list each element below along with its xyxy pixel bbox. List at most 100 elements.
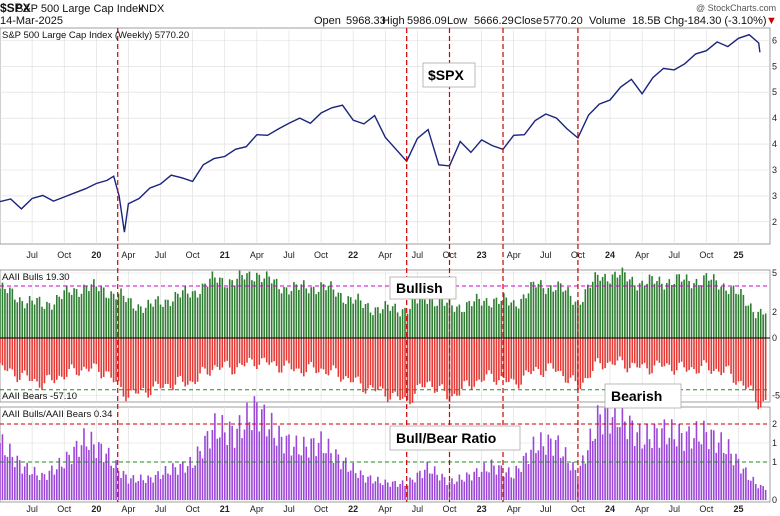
ratio-bar	[305, 446, 308, 500]
ratio-bar	[270, 412, 273, 500]
y-tick-label: 5	[772, 87, 777, 97]
bears-bar	[468, 338, 471, 387]
ratio-bar	[369, 475, 372, 500]
bulls-bar	[349, 297, 352, 338]
bears-bar	[219, 338, 221, 370]
bears-bar	[465, 338, 468, 381]
bears-bar	[520, 338, 522, 385]
ratio-bar	[596, 405, 599, 500]
bears-bar	[115, 338, 117, 382]
ratio-bar	[628, 415, 631, 500]
bears-bar	[23, 338, 26, 371]
ratio-bar	[587, 450, 589, 500]
y-tick-label: 2	[772, 217, 777, 227]
bears-bar	[735, 338, 737, 385]
ratio-bar	[43, 474, 46, 500]
bulls-bar	[453, 311, 456, 338]
bulls-bar	[65, 285, 68, 338]
bulls-bar	[283, 286, 285, 338]
bears-bar	[488, 338, 490, 371]
ratio-bar	[9, 443, 11, 500]
ratio-bar	[673, 439, 676, 500]
ratio-bar	[631, 420, 634, 500]
bulls-bar	[680, 281, 683, 338]
bears-bar	[419, 338, 421, 384]
ratio-bar	[754, 484, 757, 500]
ratio-bar	[537, 450, 540, 500]
bulls-bar	[673, 284, 676, 338]
bears-bar	[754, 338, 757, 402]
bears-bar	[436, 338, 438, 392]
ratio-bar	[206, 431, 209, 500]
bulls-bar	[21, 301, 24, 338]
bears-bar	[337, 338, 340, 377]
header-date: 14-Mar-2025	[0, 15, 63, 27]
bulls-bar	[468, 300, 471, 338]
bulls-bar	[172, 301, 174, 338]
ratio-bar	[759, 484, 762, 500]
bears-bar	[688, 338, 690, 371]
reference-lines	[0, 285, 770, 463]
bears-bar	[490, 338, 493, 374]
ratio-bar	[80, 445, 83, 500]
bulls-bar	[285, 287, 288, 338]
bulls-bar	[241, 275, 243, 338]
bears-bar	[51, 338, 53, 381]
ratio-bar	[399, 483, 401, 500]
ratio-bar	[1, 434, 4, 500]
x-tick-label: Jul	[26, 504, 38, 514]
bears-bar	[626, 338, 629, 373]
bears-bar	[631, 338, 634, 363]
ratio-bar	[456, 481, 458, 500]
bears-bar	[446, 338, 448, 400]
bulls-bar	[4, 288, 6, 338]
bears-bar	[549, 338, 552, 364]
bulls-bar	[256, 272, 258, 338]
bears-bar	[401, 338, 404, 399]
bulls-bar	[362, 307, 364, 338]
bulls-bar	[300, 284, 303, 338]
bulls-bar	[152, 306, 154, 338]
bears-bar	[68, 338, 70, 370]
bulls-bar	[648, 274, 651, 338]
x-tick-label: Apr	[635, 250, 649, 260]
bulls-bar	[421, 292, 424, 338]
bulls-bar	[293, 282, 295, 338]
bears-bar	[441, 338, 443, 385]
bulls-bar	[473, 301, 475, 338]
ratio-bar	[436, 474, 438, 500]
bulls-bar	[527, 293, 530, 338]
bears-bar	[374, 338, 377, 392]
ratio-bar	[648, 439, 651, 500]
ratio-bar	[6, 456, 9, 500]
bulls-bar	[374, 307, 377, 338]
bulls-bar	[658, 276, 661, 338]
bears-bar	[609, 338, 611, 362]
bears-bar	[31, 338, 33, 382]
bulls-bar	[505, 297, 508, 338]
x-tick-label: Jul	[540, 504, 552, 514]
bears-bar	[335, 338, 337, 369]
annotation-ratio-text: Bull/Bear Ratio	[396, 430, 496, 446]
bulls-bar	[204, 283, 206, 338]
bears-bar	[283, 338, 285, 366]
bears-bar	[102, 338, 105, 377]
bulls-bar	[201, 283, 204, 338]
bulls-bar	[73, 288, 75, 338]
bears-bar	[525, 338, 527, 371]
bulls-bar	[512, 300, 515, 338]
bulls-bar	[56, 295, 58, 338]
bulls-bars	[0, 267, 767, 338]
ratio-bar	[14, 467, 16, 500]
ratio-bar	[152, 482, 154, 500]
ratio-bar	[379, 483, 382, 500]
bulls-bar	[320, 282, 322, 338]
bulls-bar	[90, 284, 93, 338]
annotation-bullish-text: Bullish	[396, 280, 443, 296]
bulls-bar	[251, 280, 253, 338]
bears-bar	[26, 338, 28, 376]
bears-bar	[107, 338, 110, 372]
bears-bar	[110, 338, 112, 378]
bears-bar	[700, 338, 703, 366]
